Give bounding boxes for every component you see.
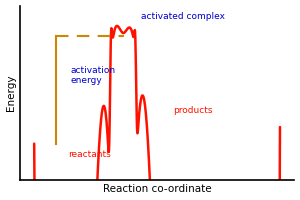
Text: reactants: reactants (68, 150, 110, 159)
Y-axis label: Energy: Energy (6, 75, 16, 111)
Text: products: products (174, 106, 213, 115)
Text: activation
energy: activation energy (70, 66, 116, 85)
X-axis label: Reaction co-ordinate: Reaction co-ordinate (103, 184, 212, 194)
Text: activated complex: activated complex (141, 12, 225, 21)
